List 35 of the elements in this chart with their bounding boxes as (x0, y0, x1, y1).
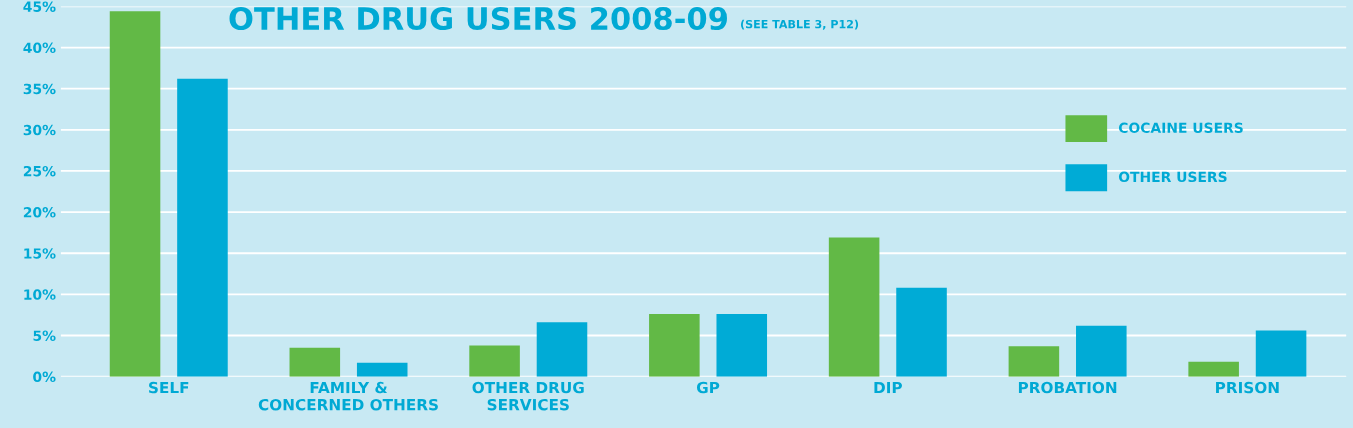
bar (896, 287, 947, 377)
bar (177, 78, 228, 377)
bar (469, 345, 520, 377)
bar (109, 11, 161, 377)
y-tick-label: 45% (23, 1, 56, 12)
legend-label: COCAINE USERS (1118, 122, 1243, 134)
y-tick-label: 10% (24, 289, 56, 300)
x-tick-label: PRISON (1216, 381, 1279, 394)
bar (1008, 346, 1060, 377)
y-tick-label: 5% (33, 330, 56, 341)
y-tick-label: 30% (23, 124, 56, 136)
y-tick-label: 25% (23, 165, 56, 177)
bar (716, 314, 768, 377)
bar (1076, 325, 1127, 377)
bar (649, 314, 700, 377)
text: (SEE TABLE 3, P12) (741, 19, 859, 30)
y-tick-label: 20% (23, 207, 56, 218)
legend-label: OTHER USERS (1118, 171, 1227, 183)
x-tick-label: DIP (874, 381, 902, 394)
bar (289, 347, 341, 377)
bar (356, 362, 408, 377)
bar (828, 237, 880, 377)
y-tick-label: 0% (33, 371, 56, 383)
bar (1255, 330, 1307, 377)
x-tick-label: FAMILY & CONCERNED OTHERS (258, 381, 438, 411)
y-tick-label: 15% (24, 248, 56, 259)
y-tick-label: 40% (23, 42, 56, 54)
y-tick-label: 35% (23, 83, 56, 95)
x-tick-label: SELF (149, 381, 189, 394)
bar (536, 322, 588, 377)
chart-title: OTHER DRUG USERS 2008-09 (229, 6, 727, 31)
bar (1188, 361, 1239, 377)
x-tick-label: GP (696, 381, 720, 394)
x-tick-label: PROBATION (1018, 381, 1117, 394)
x-tick-label: OTHER DRUG SERVICES (472, 381, 584, 411)
